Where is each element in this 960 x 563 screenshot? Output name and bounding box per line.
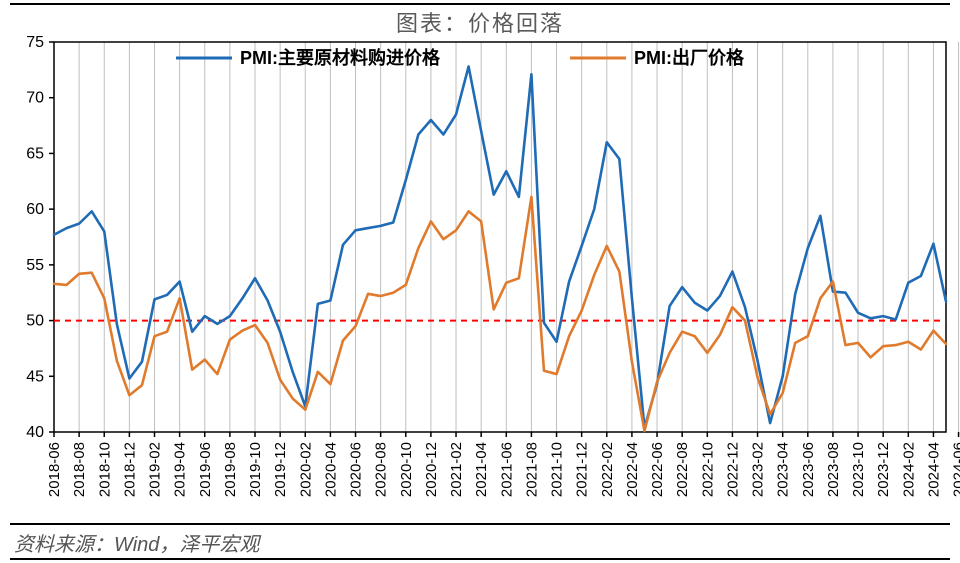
y-tick-label: 40 xyxy=(26,424,44,441)
x-tick-label: 2020-02 xyxy=(297,442,314,497)
y-tick-label: 75 xyxy=(26,34,44,51)
x-tick-label: 2023-02 xyxy=(750,442,767,497)
x-tick-label: 2022-10 xyxy=(699,442,716,497)
x-tick-label: 2020-12 xyxy=(423,442,440,497)
x-tick-label: 2020-04 xyxy=(322,442,339,497)
y-tick-label: 45 xyxy=(26,368,44,385)
source-text: 资料来源：Wind，泽平宏观 xyxy=(14,528,259,557)
y-tick-label: 50 xyxy=(26,313,44,330)
x-tick-label: 2023-04 xyxy=(775,442,792,497)
x-tick-label: 2018-10 xyxy=(96,442,113,497)
y-tick-label: 70 xyxy=(26,90,44,107)
x-tick-label: 2019-10 xyxy=(247,442,264,497)
x-tick-label: 2022-02 xyxy=(599,442,616,497)
x-tick-label: 2022-06 xyxy=(649,442,666,497)
x-tick-label: 2020-08 xyxy=(373,442,390,497)
bottom-rule-1 xyxy=(10,523,950,525)
x-tick-label: 2019-12 xyxy=(272,442,289,497)
x-tick-label: 2018-08 xyxy=(71,442,88,497)
x-tick-label: 2024-02 xyxy=(900,442,917,497)
line-chart: 40 45 50 55 60 65 70 75 2018-06 2018-08 2018-10 201… xyxy=(0,0,960,563)
x-tick-label: 2018-06 xyxy=(46,442,63,497)
legend-label-0: PMI:主要原材料购进价格 xyxy=(240,47,441,68)
x-tick-label: 2021-08 xyxy=(523,442,540,497)
legend-label-1: PMI:出厂价格 xyxy=(634,47,745,68)
x-tick-label: 2023-06 xyxy=(800,442,817,497)
x-tick-label: 2022-08 xyxy=(674,442,691,497)
x-tick-label: 2023-10 xyxy=(850,442,867,497)
x-tick-label: 2021-02 xyxy=(448,442,465,497)
x-tick-label: 2021-06 xyxy=(498,442,515,497)
y-tick-label: 65 xyxy=(26,145,44,162)
x-tick-label: 2021-04 xyxy=(473,442,490,497)
x-tick-label: 2022-04 xyxy=(624,442,641,497)
x-tick-label: 2021-10 xyxy=(549,442,566,497)
y-tick-label: 55 xyxy=(26,257,44,274)
x-tick-label: 2024-04 xyxy=(925,442,942,497)
x-tick-label: 2023-12 xyxy=(875,442,892,497)
x-tick-label: 2019-02 xyxy=(147,442,164,497)
series-0 xyxy=(54,67,946,428)
y-tick-label: 60 xyxy=(26,201,44,218)
x-tick-label: 2023-08 xyxy=(825,442,842,497)
x-tick-label: 2019-08 xyxy=(222,442,239,497)
x-tick-label: 2019-04 xyxy=(172,442,189,497)
x-tick-label: 2024-06 xyxy=(951,442,960,497)
x-tick-label: 2018-12 xyxy=(121,442,138,497)
x-tick-label: 2020-10 xyxy=(398,442,415,497)
bottom-rule-2 xyxy=(10,558,950,560)
x-tick-label: 2022-12 xyxy=(724,442,741,497)
x-tick-label: 2020-06 xyxy=(348,442,365,497)
x-tick-label: 2021-12 xyxy=(574,442,591,497)
x-tick-label: 2019-06 xyxy=(197,442,214,497)
